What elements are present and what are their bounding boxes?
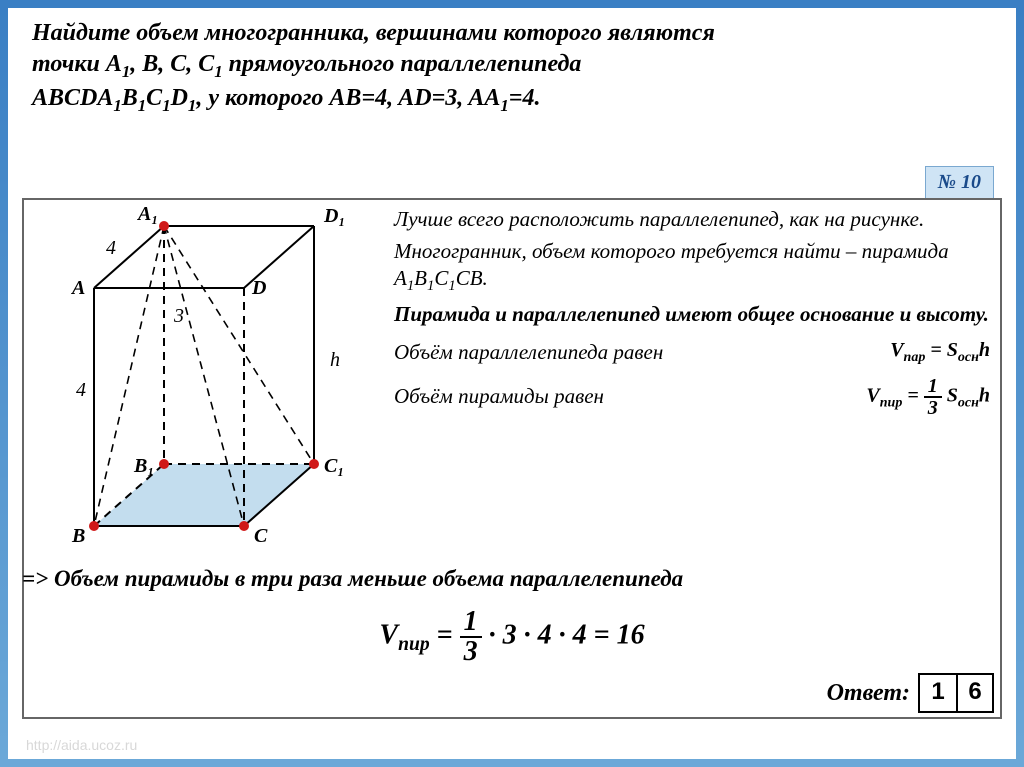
answer-label: Ответ: — [827, 680, 910, 707]
answer-box: 1 6 — [918, 673, 994, 713]
solution-p1: Лучше всего расположить параллелепипед, … — [394, 206, 990, 232]
svg-text:A: A — [70, 277, 85, 299]
svg-text:C: C — [254, 525, 268, 546]
formula-pyramid: Объём пирамиды равен Vпир = 13 Sоснh — [394, 376, 990, 418]
l3d: D — [171, 85, 188, 111]
problem-line2c: прямоугольного параллелепипеда — [223, 51, 582, 77]
l3post: , у которого AB=4, AD=3, AA — [196, 85, 500, 111]
solution-p2: Многогранник, объем которого требуется н… — [394, 238, 990, 295]
svg-text:4: 4 — [106, 237, 116, 259]
problem-line2b: , B, C, C — [130, 51, 214, 77]
sub-aa1: 1 — [500, 96, 508, 115]
conclusion-text: Объем пирамиды в три раза меньше объема … — [54, 566, 683, 591]
footer-url: http://aida.ucoz.ru — [26, 737, 137, 753]
problem-statement: Найдите объем многогранника, вершинами к… — [8, 8, 1016, 122]
svg-text:A₁: A₁ — [136, 206, 158, 225]
svg-text:h: h — [330, 349, 340, 371]
answer-digit-1: 1 — [920, 675, 956, 711]
formula-v-pir: Vпир = 13 Sоснh — [866, 376, 990, 418]
answer-digit-2: 6 — [956, 675, 992, 711]
l3end: =4. — [509, 85, 541, 111]
sub-a1: 1 — [122, 62, 130, 81]
sub-3b: 1 — [138, 96, 146, 115]
problem-line2a: точки A — [32, 51, 122, 77]
answer-row: Ответ: 1 6 — [827, 673, 994, 713]
conclusion: => Объем пирамиды в три раза меньше объе… — [22, 566, 1002, 592]
problem-line3a: ABCDA — [32, 85, 113, 111]
svg-text:C₁: C₁ — [324, 455, 344, 477]
svg-text:D₁: D₁ — [323, 206, 345, 227]
l3c: C — [146, 85, 162, 111]
solution-text: Лучше всего расположить параллелепипед, … — [394, 200, 990, 422]
sub-c1: 1 — [214, 62, 222, 81]
sub-3c: 1 — [162, 96, 170, 115]
formula-v-par: Vпар = Sоснh — [890, 339, 990, 366]
geometry-diagram: A D A₁ D₁ B C B₁ C₁ 4 4 3 h — [34, 206, 384, 546]
svg-text:4: 4 — [76, 379, 86, 401]
problem-number-badge: № 10 — [925, 166, 994, 199]
svg-text:B₁: B₁ — [133, 455, 154, 477]
arrow-implies: => — [22, 566, 48, 591]
main-formula: Vпир = 13 · 3 · 4 · 4 = 16 — [8, 608, 1016, 666]
svg-text:3: 3 — [173, 305, 184, 327]
l3b: B — [122, 85, 138, 111]
svg-text:D: D — [251, 277, 266, 299]
formula-parallelepiped: Объём параллелепипеда равен Vпар = Sоснh — [394, 333, 990, 371]
sub-3a: 1 — [113, 96, 121, 115]
problem-line1: Найдите объем многогранника, вершинами к… — [32, 20, 715, 46]
svg-text:B: B — [71, 525, 85, 546]
solution-p3: Пирамида и параллелепипед имеют общее ос… — [394, 301, 990, 327]
slide: Найдите объем многогранника, вершинами к… — [0, 0, 1024, 767]
